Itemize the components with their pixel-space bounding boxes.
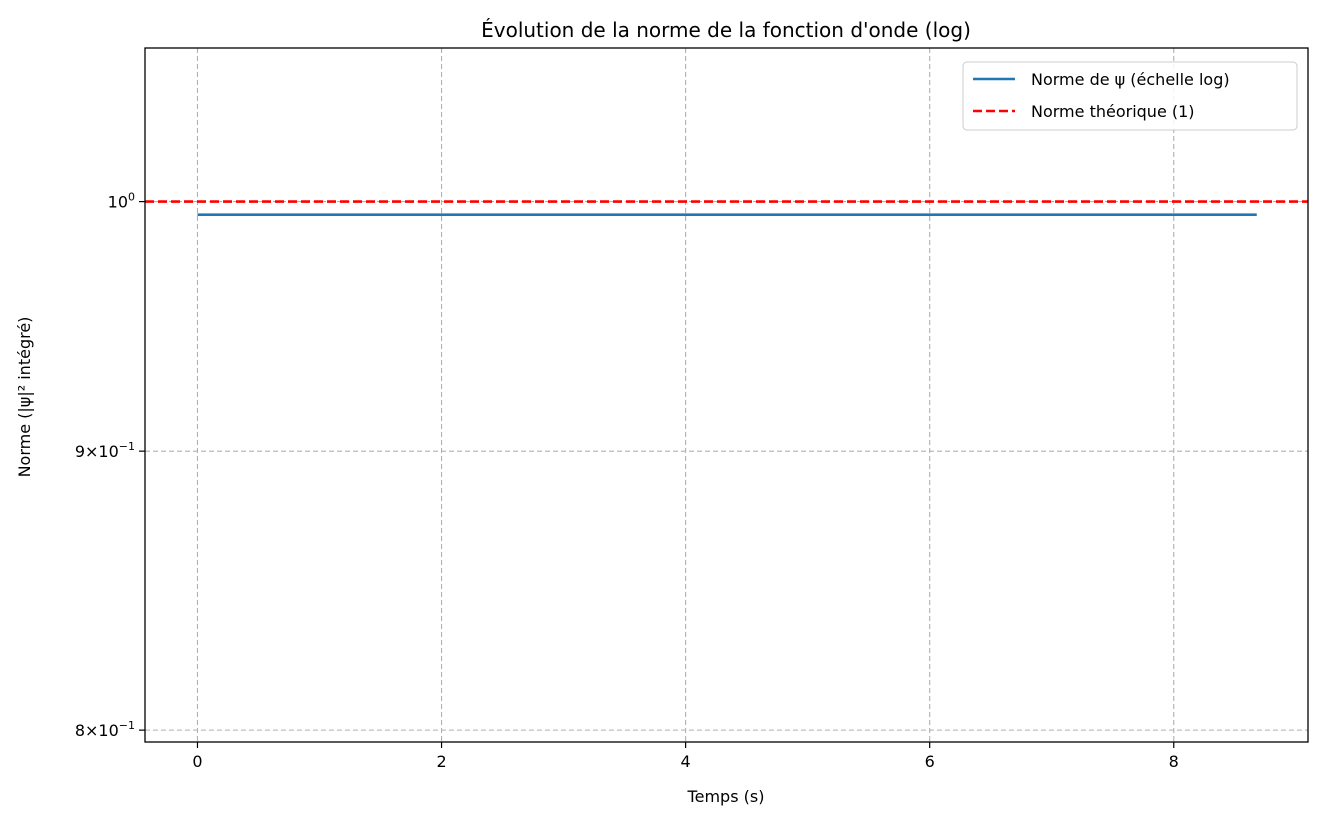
legend-label-1: Norme théorique (1) [1031, 102, 1195, 121]
x-tick-label-3: 6 [925, 752, 935, 771]
y-tick-label-0: 100 [108, 191, 135, 212]
y-axis-label: Norme (|ψ|² intégré) [15, 317, 34, 478]
plot-area: 0 2 4 6 8 100 9×10−1 8×10−1 [75, 47, 1309, 771]
y-tick-label-2: 8×10−1 [75, 719, 135, 740]
x-tick-label-4: 8 [1169, 752, 1179, 771]
chart-title: Évolution de la norme de la fonction d'o… [481, 18, 971, 42]
legend-label-0: Norme de ψ (échelle log) [1031, 70, 1230, 89]
legend: Norme de ψ (échelle log) Norme théorique … [962, 61, 1298, 131]
y-tick-label-1: 9×10−1 [75, 440, 135, 461]
x-axis-label: Temps (s) [687, 787, 765, 806]
legend-box [962, 61, 1298, 131]
plot-frame [144, 47, 1309, 743]
x-tick-label-1: 2 [436, 752, 446, 771]
x-tick-label-2: 4 [681, 752, 691, 771]
x-tick-label-0: 0 [192, 752, 202, 771]
